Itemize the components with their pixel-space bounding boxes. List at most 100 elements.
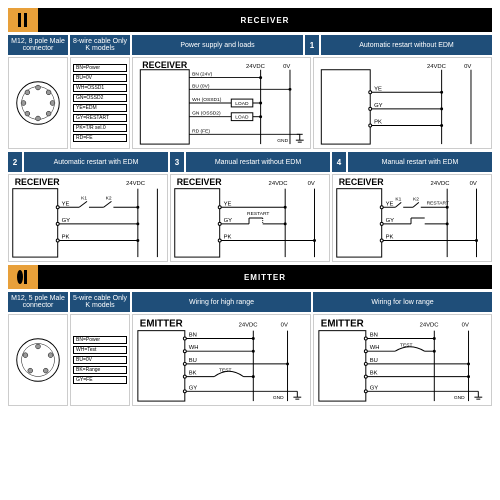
receiver-header-row-1: M12, 8 pole Male connector 8-wire cable …	[8, 35, 492, 55]
opt2-diagram: RECEIVER 24VDC K1 K2 YE GY PK	[8, 174, 168, 262]
num-3: 3	[170, 152, 184, 172]
svg-text:PK: PK	[224, 235, 232, 241]
svg-text:GY: GY	[386, 218, 395, 224]
emitter-icon-box	[8, 265, 38, 289]
hdr-man-edm: Manual restart with EDM	[348, 152, 492, 172]
hdr-auto-no-edm: Automatic restart without EDM	[321, 35, 492, 55]
high-range-diagram: EMITTER 24VDC 0V BN WH BU TEST BK GY GND	[132, 314, 311, 406]
svg-text:BU: BU	[189, 358, 197, 364]
hdr-high-range: Wiring for high range	[132, 292, 311, 312]
svg-text:TEST: TEST	[400, 342, 412, 348]
hdr-em-connector: M12, 5 pole Male connector	[8, 292, 68, 312]
svg-text:K2: K2	[106, 195, 112, 201]
opt1-diagram: 24VDC 0V YE GY PK	[313, 57, 492, 149]
pin: WH=Test	[73, 346, 127, 354]
svg-text:RESTART: RESTART	[427, 200, 449, 206]
svg-text:GY: GY	[62, 218, 71, 224]
svg-text:GY: GY	[189, 385, 198, 391]
pin: GY=FE	[73, 376, 127, 384]
svg-text:LOAD: LOAD	[235, 101, 249, 107]
hdr-em-cable: 5-wire cable Only K models	[70, 292, 130, 312]
pin: BU=0V	[73, 74, 127, 82]
svg-text:24VDC: 24VDC	[239, 323, 259, 329]
power-diagram: RECEIVER 24VDC 0V BN (24V) BU (0V) LOAD W…	[132, 57, 311, 149]
svg-text:BK: BK	[370, 371, 378, 377]
svg-text:GY: GY	[374, 103, 383, 109]
svg-text:RECEIVER: RECEIVER	[339, 177, 385, 187]
pin: BN=Power	[73, 64, 127, 72]
low-range-diagram: EMITTER 24VDC 0V BN TEST WH BU BK GY GND	[313, 314, 492, 406]
receiver-diagram-row-1: BN=Power BU=0V WH=OSSD1 GN=OSSD2 YE=EDM …	[8, 57, 492, 149]
svg-text:0V: 0V	[283, 64, 290, 70]
svg-text:YE: YE	[374, 86, 382, 92]
svg-text:GND: GND	[277, 138, 288, 144]
pin: RD=FE	[73, 134, 127, 142]
hdr-power: Power supply and loads	[132, 35, 303, 55]
svg-text:TEST: TEST	[219, 368, 231, 374]
num-4: 4	[332, 152, 346, 172]
connector-m12-8	[8, 57, 68, 149]
num-2: 2	[8, 152, 22, 172]
pin: BU=0V	[73, 356, 127, 364]
svg-text:BN: BN	[189, 333, 197, 339]
svg-text:RECEIVER: RECEIVER	[15, 177, 61, 187]
svg-text:24VDC: 24VDC	[420, 323, 440, 329]
emitter-title-bar: EMITTER	[8, 265, 492, 289]
svg-text:EMITTER: EMITTER	[140, 319, 183, 330]
svg-text:0V: 0V	[464, 64, 471, 70]
receiver-pinout: BN=Power BU=0V WH=OSSD1 GN=OSSD2 YE=EDM …	[70, 57, 130, 149]
svg-text:WH: WH	[370, 345, 380, 351]
receiver-header-row-2: 2 Automatic restart with EDM 3 Manual re…	[8, 152, 492, 172]
svg-text:24VDC: 24VDC	[269, 181, 289, 187]
svg-text:RESTART: RESTART	[247, 211, 269, 217]
svg-text:LOAD: LOAD	[235, 115, 249, 121]
svg-text:GY: GY	[224, 218, 233, 224]
hdr-connector: M12, 8 pole Male connector	[8, 35, 68, 55]
svg-text:WH (OSSD1): WH (OSSD1)	[192, 97, 222, 103]
svg-text:24VDC: 24VDC	[246, 64, 266, 70]
emitter-header-row: M12, 5 pole Male connector 5-wire cable …	[8, 292, 492, 312]
svg-text:GND: GND	[273, 395, 284, 401]
svg-text:BN (24V): BN (24V)	[192, 72, 212, 78]
svg-text:K1: K1	[395, 196, 401, 202]
num-1: 1	[305, 35, 319, 55]
svg-text:0V: 0V	[308, 181, 315, 187]
pin: BK=Range	[73, 366, 127, 374]
svg-text:24VDC: 24VDC	[427, 64, 447, 70]
svg-text:YE: YE	[224, 201, 232, 207]
opt3-diagram: RECEIVER 24VDC 0V YE RESTART GY PK	[170, 174, 330, 262]
power-title: RECEIVER	[142, 60, 188, 70]
pin: PK=T/R sel.0	[73, 124, 127, 132]
svg-text:GN (OSSD2): GN (OSSD2)	[192, 111, 221, 117]
emitter-pinout: BN=Power WH=Test BU=0V BK=Range GY=FE	[70, 314, 130, 406]
receiver-icon-box	[8, 8, 38, 32]
svg-text:PK: PK	[62, 235, 70, 241]
svg-text:RECEIVER: RECEIVER	[177, 177, 223, 187]
emitter-icon	[15, 269, 31, 285]
opt4-diagram: RECEIVER 24VDC 0V K1K2 YE RESTART GY PK	[332, 174, 492, 262]
svg-text:PK: PK	[386, 235, 394, 241]
svg-text:24VDC: 24VDC	[431, 181, 451, 187]
svg-text:YE: YE	[62, 201, 70, 207]
emitter-title: EMITTER	[38, 273, 492, 282]
hdr-auto-edm: Automatic restart with EDM	[24, 152, 168, 172]
hdr-cable: 8-wire cable Only K models	[70, 35, 130, 55]
emitter-diagram-row: BN=Power WH=Test BU=0V BK=Range GY=FE EM…	[8, 314, 492, 406]
svg-text:K1: K1	[81, 195, 87, 201]
svg-text:BU: BU	[370, 358, 378, 364]
receiver-diagram-row-2: RECEIVER 24VDC K1 K2 YE GY PK RECEIVER 24…	[8, 174, 492, 262]
svg-text:YE: YE	[386, 201, 394, 207]
svg-text:WH: WH	[189, 345, 199, 351]
hdr-low-range: Wiring for low range	[313, 292, 492, 312]
svg-text:BN: BN	[370, 333, 378, 339]
pin: GN=OSSD2	[73, 94, 127, 102]
svg-text:K2: K2	[413, 196, 419, 202]
pin: YE=EDM	[73, 104, 127, 112]
svg-text:BU (0V): BU (0V)	[192, 83, 210, 89]
svg-text:0V: 0V	[462, 323, 469, 329]
pin: WH=OSSD1	[73, 84, 127, 92]
svg-text:GY: GY	[370, 385, 379, 391]
svg-text:0V: 0V	[281, 323, 288, 329]
svg-text:24VDC: 24VDC	[126, 181, 146, 187]
connector-m12-5	[8, 314, 68, 406]
